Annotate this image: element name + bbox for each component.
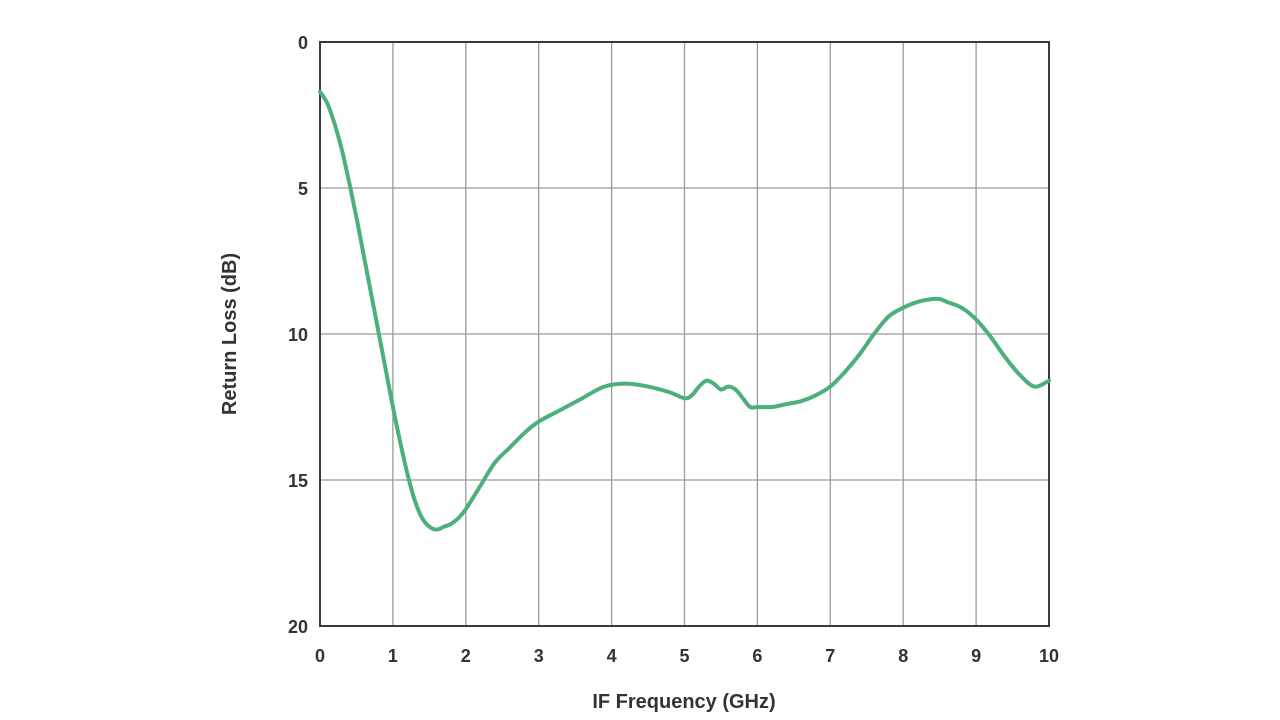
- x-tick-label: 0: [315, 646, 325, 666]
- y-axis-label: Return Loss (dB): [219, 253, 241, 415]
- y-tick-label: 20: [288, 617, 308, 637]
- x-tick-label: 1: [388, 646, 398, 666]
- return-loss-series-line: [318, 89, 1051, 532]
- x-tick-label: 3: [534, 646, 544, 666]
- series-layer: [318, 89, 1051, 532]
- y-tick-label: 15: [288, 471, 308, 491]
- x-tick-label: 7: [825, 646, 835, 666]
- x-tick-label: 8: [898, 646, 908, 666]
- plot-frame: [319, 41, 1050, 627]
- x-tick-label: 9: [971, 646, 981, 666]
- grid-lines: [320, 42, 1049, 626]
- x-tick-label: 4: [607, 646, 617, 666]
- x-tick-label: 2: [461, 646, 471, 666]
- x-tick-label: 6: [752, 646, 762, 666]
- y-tick-labels: 0 5 10 15 20: [288, 33, 308, 637]
- y-tick-label: 5: [298, 179, 308, 199]
- y-tick-label: 0: [298, 33, 308, 53]
- y-tick-label: 10: [288, 325, 308, 345]
- x-tick-label: 10: [1039, 646, 1059, 666]
- x-tick-label: 5: [679, 646, 689, 666]
- x-axis-label: IF Frequency (GHz): [592, 691, 775, 713]
- x-tick-labels: 0 1 2 3 4 5 6 7 8 9 10: [315, 646, 1059, 666]
